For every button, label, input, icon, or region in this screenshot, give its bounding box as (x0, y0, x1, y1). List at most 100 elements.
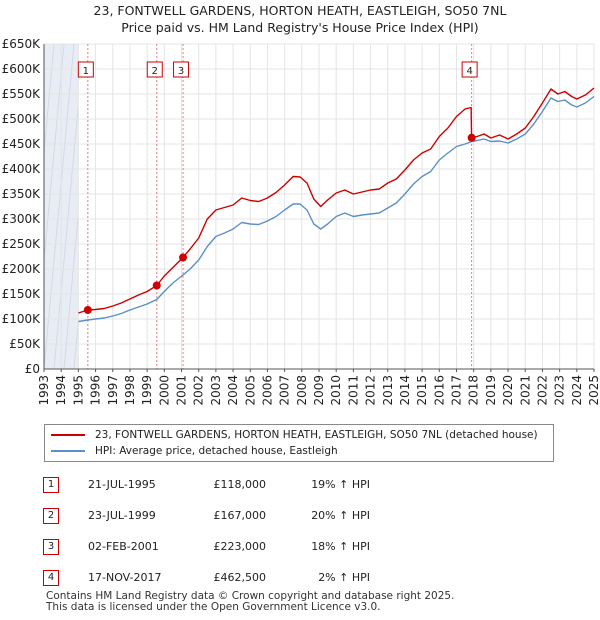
sale-row: 3 02-FEB-2001 £223,000 18% ↑ HPI (0, 536, 600, 558)
x-tick-label: 2009 (312, 375, 326, 406)
legend-label-property: 23, FONTWELL GARDENS, HORTON HEATH, EAST… (95, 429, 538, 441)
sale-number-badge: 2 (43, 508, 59, 524)
x-tick-label: 1998 (123, 375, 137, 406)
y-tick-label: £400K (2, 162, 42, 176)
x-tick-label: 2016 (432, 375, 446, 406)
x-tick-label: 1994 (54, 375, 68, 406)
sale-date: 17-NOV-2017 (88, 571, 162, 584)
x-tick-label: 2013 (381, 375, 395, 406)
sale-price: £462,500 (213, 571, 267, 584)
x-tick-label: 2018 (467, 375, 481, 406)
sale-row: 4 17-NOV-2017 £462,500 2% ↑ HPI (0, 567, 600, 589)
y-tick-label: £450K (2, 137, 42, 151)
footer: Contains HM Land Registry data © Crown c… (46, 591, 454, 613)
sale-box-label: 2 (152, 66, 158, 77)
sale-hpi-diff: 19% ↑ HPI (311, 478, 370, 491)
y-tick-label: £600K (2, 62, 42, 76)
y-tick-label: £550K (2, 87, 42, 101)
hatch-line (164, 44, 194, 369)
sale-box-label: 3 (178, 66, 184, 77)
sale-date: 02-FEB-2001 (88, 540, 159, 553)
legend-line-property (51, 434, 85, 436)
x-tick-label: 2010 (329, 375, 343, 406)
legend: 23, FONTWELL GARDENS, HORTON HEATH, EAST… (44, 424, 554, 462)
x-tick-label: 2024 (570, 375, 584, 406)
sale-price: £223,000 (213, 540, 267, 553)
x-tick-label: 2005 (243, 375, 257, 406)
hatch-line (334, 44, 364, 369)
title-line-2: Price paid vs. HM Land Registry's House … (121, 20, 479, 35)
x-tick-label: 2012 (364, 375, 378, 406)
grid (43, 43, 595, 370)
y-tick-label: £50K (9, 337, 41, 351)
sale-point (467, 133, 476, 142)
y-tick-label: £200K (2, 262, 42, 276)
title-line-1: 23, FONTWELL GARDENS, HORTON HEATH, EAST… (93, 3, 507, 18)
x-tick-label: 2021 (518, 375, 532, 406)
sale-hpi-diff: 2% ↑ HPI (318, 571, 370, 584)
x-tick-label: 2022 (535, 375, 549, 406)
series (78, 87, 595, 323)
hatch-line (44, 44, 75, 369)
x-tick-label: 2014 (398, 375, 412, 406)
x-tick-label: 2020 (501, 375, 515, 406)
hatch-line (394, 44, 424, 369)
sale-box (173, 61, 190, 78)
hatch-line (144, 44, 174, 369)
sale-point (152, 281, 161, 290)
hatch-line (234, 44, 264, 369)
x-tick-label: 1993 (37, 375, 51, 406)
hatch-line (44, 44, 65, 267)
footer-line-1: Contains HM Land Registry data © Crown c… (46, 590, 455, 602)
footer-line-2: This data is licensed under the Open Gov… (46, 601, 381, 613)
x-tick-label: 2019 (484, 375, 498, 406)
y-tick-label: £500K (2, 112, 42, 126)
axes: £0 £50K £100K £150K £200K £250K £300K £350K £400… (2, 37, 600, 406)
chart-title: 23, FONTWELL GARDENS, HORTON HEATH, EAST… (0, 2, 600, 36)
x-tick-label: 2000 (157, 375, 171, 406)
x-tick-label: 2004 (226, 375, 240, 406)
x-tick-label: 2011 (346, 375, 360, 406)
y-tick-label: £250K (2, 237, 42, 251)
x-tick-label: 2002 (192, 375, 206, 406)
y-tick-label: £650K (2, 37, 42, 51)
sale-vertical-lines: 1 2 3 4 (77, 44, 478, 369)
hatch-line (254, 44, 284, 369)
x-tick-label: 2017 (450, 375, 464, 406)
y-tick-label: £300K (2, 212, 42, 226)
x-tick-label: 2006 (260, 375, 274, 406)
sale-point (83, 306, 92, 314)
hatch-line (404, 44, 434, 369)
sale-row: 1 21-JUL-1995 £118,000 19% ↑ HPI (0, 474, 600, 496)
legend-item-property: 23, FONTWELL GARDENS, HORTON HEATH, EAST… (51, 427, 538, 443)
sale-box-label: 4 (466, 66, 472, 77)
hatch-line (384, 44, 414, 369)
x-tick-label: 2015 (415, 375, 429, 406)
legend-item-hpi: HPI: Average price, detached house, East… (51, 443, 338, 459)
hpi-line (78, 95, 595, 323)
legend-label-hpi: HPI: Average price, detached house, East… (95, 445, 338, 457)
x-tick-label: 1997 (106, 375, 120, 406)
hatch-line (354, 44, 384, 369)
sale-number-badge: 4 (43, 570, 59, 586)
y-tick-label: £150K (2, 287, 42, 301)
x-tick-label: 2008 (295, 375, 309, 406)
x-tick-label: 1995 (71, 375, 85, 406)
sale-markers (83, 133, 476, 314)
x-tick-label: 1996 (89, 375, 103, 406)
property-price-line (78, 87, 595, 314)
sale-row: 2 23-JUL-1999 £167,000 20% ↑ HPI (0, 505, 600, 527)
hatch-line (174, 44, 204, 369)
sale-hpi-diff: 18% ↑ HPI (311, 540, 370, 553)
hatch-line (124, 44, 154, 369)
sale-date: 23-JUL-1999 (88, 509, 156, 522)
hatch-line (324, 44, 354, 369)
legend-line-hpi (51, 450, 85, 452)
hatch-line (63, 207, 79, 369)
sale-price: £118,000 (213, 478, 267, 491)
x-tick-label: 2007 (278, 375, 292, 406)
hatch-line (244, 44, 274, 369)
y-tick-label: £350K (2, 187, 42, 201)
hatch-line (94, 44, 124, 369)
hatch-line (344, 44, 374, 369)
